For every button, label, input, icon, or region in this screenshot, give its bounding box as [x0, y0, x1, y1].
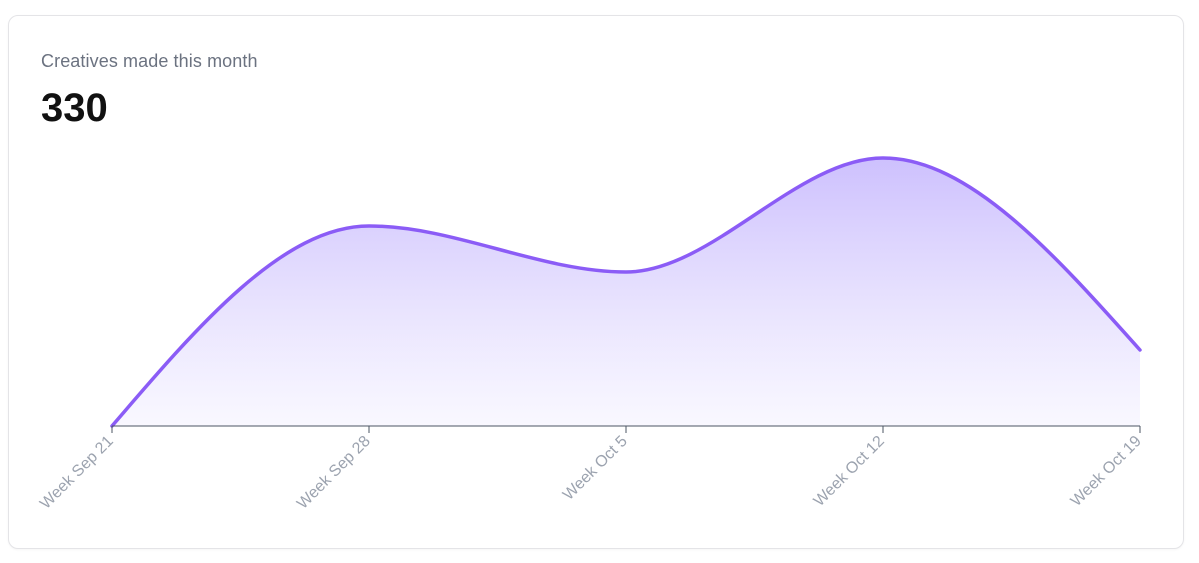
- series-line: [110, 156, 1142, 428]
- x-tick-label: Week Oct 12: [811, 433, 888, 510]
- card-subtitle: Creatives made this month: [41, 51, 258, 71]
- x-tick-label: Week Sep 21: [37, 433, 117, 513]
- x-tick-label: Week Sep 28: [294, 433, 374, 513]
- x-tick-label: Week Oct 5: [560, 433, 631, 504]
- metric-value: 330: [41, 86, 108, 130]
- x-tick-label: Week Oct 19: [1068, 433, 1145, 510]
- area-fill: [112, 158, 1140, 426]
